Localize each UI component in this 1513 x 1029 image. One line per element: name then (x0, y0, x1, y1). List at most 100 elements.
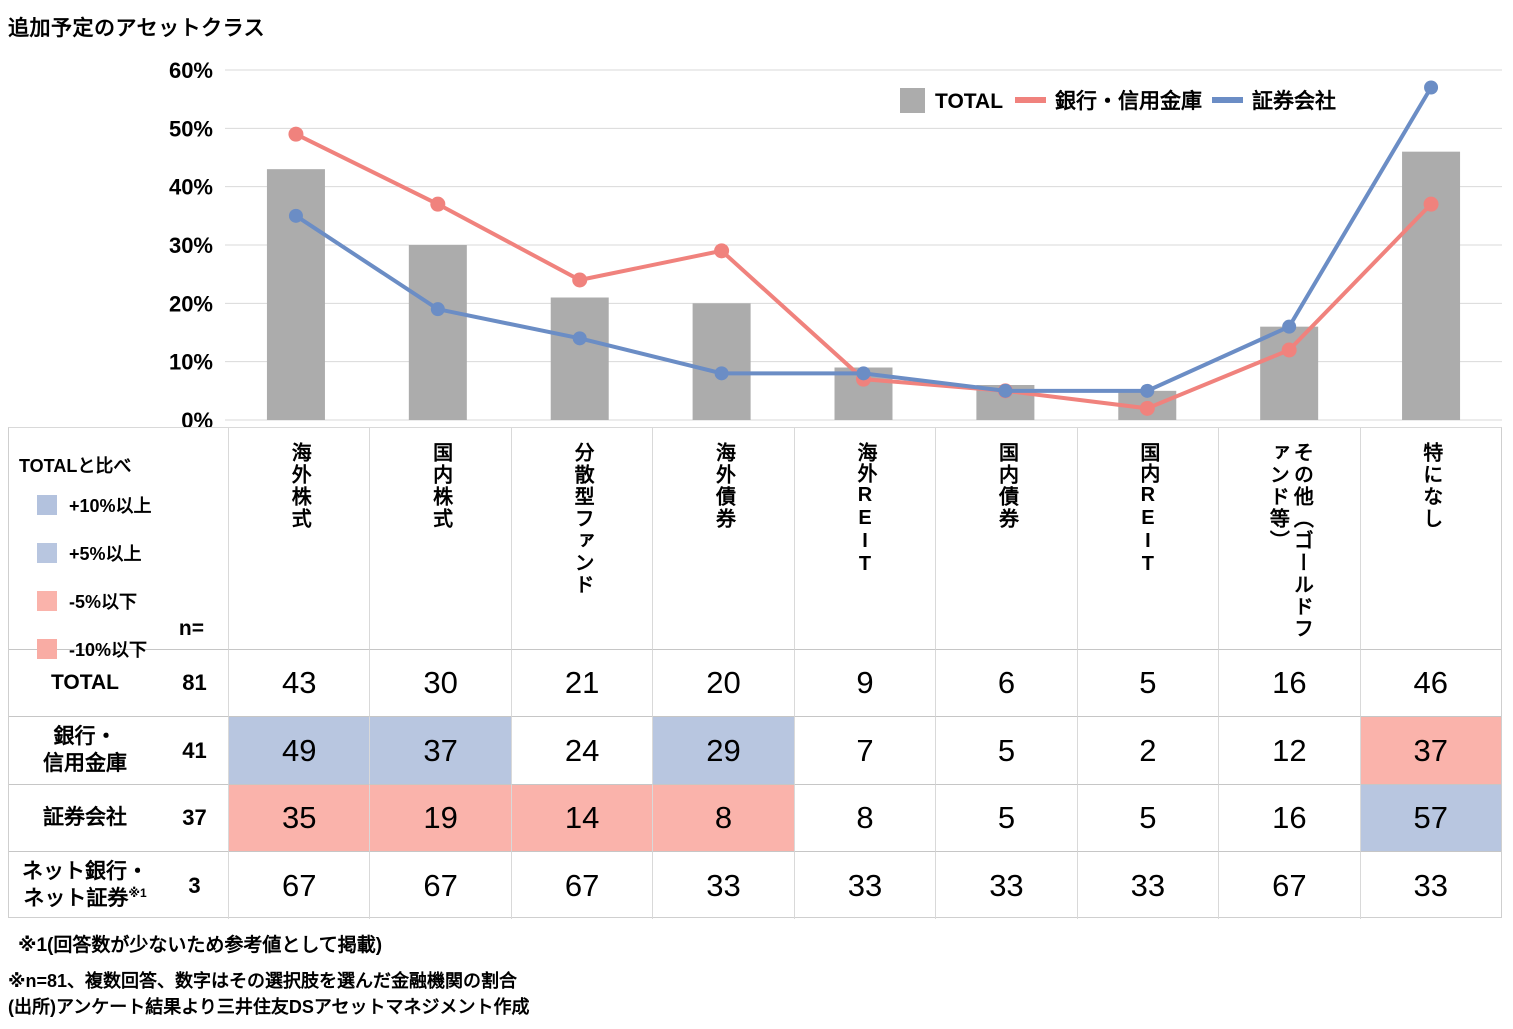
y-axis-tick-label: 50% (169, 116, 213, 141)
value-cell: 19 (369, 784, 511, 851)
securities-marker (1424, 80, 1439, 95)
securities-marker (714, 366, 729, 381)
bank-marker (1423, 196, 1439, 212)
value-cell: 16 (1218, 784, 1360, 851)
value-cell: 8 (793, 784, 936, 851)
bank-marker (572, 272, 588, 288)
y-axis-tick-label: 20% (169, 291, 213, 316)
bank-marker (288, 126, 304, 142)
value-cell: 5 (935, 716, 1077, 784)
value-cell: 46 (1359, 649, 1501, 716)
value-cell: 33 (793, 851, 936, 919)
combo-chart: 0% 10% 20% 30% 40% 50% 60% TOTAL 銀行・信用金庫 証券会社 (169, 58, 1502, 427)
legend-label-total: TOTAL (935, 90, 1003, 113)
row-n-value: 3 (161, 851, 228, 919)
row-n-value: 81 (161, 649, 228, 716)
category-header: 海外株式 (228, 428, 369, 649)
value-cell: 49 (228, 716, 370, 784)
category-header: 海外債券 (652, 428, 793, 649)
legend-swatch-total (900, 88, 925, 113)
compare-legend-item: -10%以下 (37, 636, 147, 662)
category-header: その他（ゴールドファンド等） (1218, 428, 1359, 649)
value-cell: 67 (1218, 851, 1360, 919)
table-row-label: 証券会社 (9, 784, 161, 851)
bank-marker (430, 196, 446, 212)
value-cell: 67 (369, 851, 511, 919)
category-header: 海外REIT (793, 428, 935, 649)
y-axis-tick-label: 0% (181, 408, 213, 427)
compare-legend-item: -5%以下 (37, 588, 137, 614)
compare-legend-label: -10%以下 (69, 640, 148, 660)
total-bar (692, 303, 751, 420)
table-row-label: TOTAL (9, 649, 161, 716)
bank-marker (714, 243, 730, 259)
value-cell: 8 (652, 784, 794, 851)
row-n-value: 37 (161, 784, 228, 851)
row-n-value: 41 (161, 716, 228, 784)
category-header: 特になし (1359, 428, 1501, 649)
value-cell: 37 (1359, 716, 1501, 784)
total-bar (1402, 151, 1461, 420)
value-cell: 5 (935, 784, 1077, 851)
data-table: TOTALと比べ +10%以上 +5%以上 -5%以下 -10%以下 n= 海外株式 国内… (8, 427, 1502, 919)
source-notes: ※n=81、複数回答、数字はその選択肢を選んだ金融機関の割合 (出所)アンケート… (8, 968, 530, 1020)
value-cell: 9 (793, 649, 936, 716)
value-cell: 5 (1076, 649, 1219, 716)
value-cell: 14 (510, 784, 653, 851)
compare-legend: TOTALと比べ +10%以上 +5%以上 -5%以下 -10%以下 n= (9, 428, 228, 660)
compare-legend-label: +10%以上 (69, 496, 152, 516)
value-cell: 33 (935, 851, 1077, 919)
securities-marker (1140, 383, 1155, 398)
compare-legend-label: -5%以下 (69, 592, 138, 612)
value-cell: 57 (1359, 784, 1501, 851)
legend-label-securities: 証券会社 (1252, 89, 1336, 113)
footnote-source: (出所)アンケート結果より三井住友DSアセットマネジメント作成 (8, 997, 530, 1018)
compare-swatch-icon (37, 543, 57, 563)
total-bar (266, 169, 325, 420)
footnote-ref1: ※1(回答数が少ないため参考値として掲載) (18, 935, 383, 956)
n-column-header: n= (178, 617, 204, 640)
compare-legend-label: +5%以上 (69, 544, 142, 564)
y-axis-tick-label: 40% (169, 175, 213, 200)
page-title: 追加予定のアセットクラス (8, 17, 266, 40)
value-cell: 29 (652, 716, 794, 784)
y-axis-tick-label: 10% (169, 350, 213, 375)
value-cell: 33 (1359, 851, 1501, 919)
y-axis-tick-label: 60% (169, 58, 213, 83)
securities-marker (856, 366, 871, 381)
compare-swatch-icon (37, 591, 57, 611)
securities-marker (572, 331, 587, 346)
total-bar (1260, 326, 1319, 420)
value-cell: 6 (935, 649, 1077, 716)
value-cell: 67 (510, 851, 653, 919)
y-axis-tick-label: 30% (169, 233, 213, 258)
compare-legend-item: +5%以上 (37, 540, 142, 566)
category-header: 国内REIT (1076, 428, 1218, 649)
compare-legend-title: TOTALと比べ (19, 456, 132, 476)
value-cell: 33 (652, 851, 794, 919)
value-cell: 43 (228, 649, 370, 716)
securities-marker (1282, 319, 1297, 334)
value-cell: 35 (228, 784, 370, 851)
compare-legend-item: +10%以上 (37, 492, 152, 518)
value-cell: 20 (652, 649, 794, 716)
value-cell: 16 (1218, 649, 1360, 716)
footnote-marker: ※1 (128, 885, 147, 900)
value-cell: 33 (1076, 851, 1219, 919)
total-bar (550, 297, 609, 420)
securities-marker (288, 208, 303, 223)
total-bar (408, 245, 467, 420)
value-cell: 67 (228, 851, 370, 919)
category-header: 国内株式 (369, 428, 510, 649)
category-header: 分散型ファンド (510, 428, 652, 649)
value-cell: 12 (1218, 716, 1360, 784)
compare-swatch-icon (37, 639, 57, 659)
table-row-label: 銀行・ 信用金庫 (9, 716, 161, 784)
bank-marker (1139, 400, 1155, 416)
category-header: 国内債券 (935, 428, 1076, 649)
securities-marker (430, 302, 445, 317)
table-row-label: ネット銀行・ ネット証券※1 (9, 851, 161, 919)
value-cell: 37 (369, 716, 511, 784)
bank-marker (1281, 342, 1297, 358)
